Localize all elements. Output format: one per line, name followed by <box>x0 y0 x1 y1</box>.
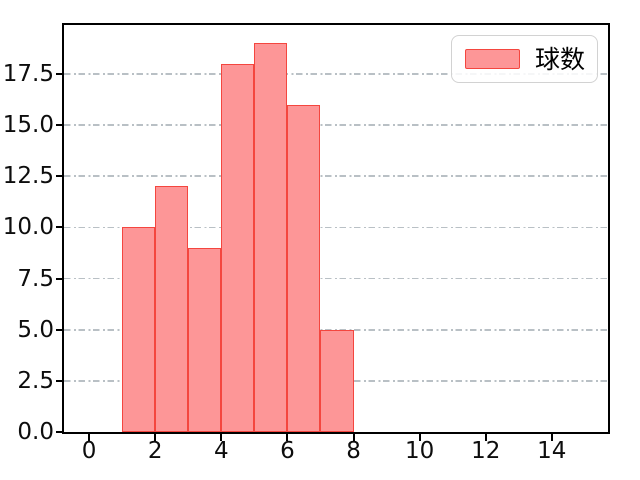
x-tick <box>352 434 355 441</box>
x-tick-label: 8 <box>346 438 361 464</box>
x-tick <box>286 434 289 441</box>
gridline <box>64 277 608 280</box>
legend: 球数 <box>450 35 598 83</box>
x-tick <box>88 434 91 441</box>
x-tick-label: 6 <box>280 438 295 464</box>
histogram-bar <box>155 186 189 432</box>
histogram-bar <box>320 329 354 432</box>
x-tick-label: 10 <box>404 438 435 464</box>
y-tick <box>56 328 62 331</box>
y-tick-label: 5.0 <box>17 316 54 343</box>
x-tick-label: 2 <box>147 438 163 464</box>
y-tick <box>56 124 62 127</box>
legend-label: 球数 <box>534 44 585 74</box>
x-tick <box>220 434 223 441</box>
plot-area: 球数 <box>62 23 610 434</box>
histogram-bar <box>254 43 288 432</box>
x-tick <box>484 434 487 441</box>
x-tick-label: 12 <box>471 438 501 464</box>
y-tick <box>56 72 62 75</box>
y-tick-label: 10.0 <box>2 214 54 241</box>
x-tick-label: 0 <box>81 438 97 464</box>
histogram-bar <box>287 104 321 432</box>
y-tick-label: 0.0 <box>17 419 54 445</box>
histogram-bar <box>221 63 255 432</box>
y-tick-label: 2.5 <box>17 367 54 394</box>
histogram-bar <box>188 247 222 432</box>
y-tick-label: 12.5 <box>2 163 54 190</box>
y-tick <box>56 175 62 178</box>
y-tick <box>56 226 62 229</box>
y-tick-label: 15.0 <box>2 112 54 139</box>
y-tick-label: 17.5 <box>2 60 54 87</box>
y-tick <box>56 277 62 280</box>
histogram-bar <box>122 227 156 432</box>
bars-layer <box>64 25 608 432</box>
legend-swatch <box>464 49 520 69</box>
x-tick <box>154 434 157 441</box>
y-tick <box>56 379 62 382</box>
y-tick-label: 7.5 <box>17 265 54 292</box>
x-tick <box>418 434 421 441</box>
gridline <box>64 226 608 229</box>
y-tick <box>56 431 62 433</box>
x-tick <box>550 434 553 441</box>
gridline <box>64 124 608 126</box>
x-tick-label: 4 <box>213 438 229 464</box>
x-tick-label: 14 <box>537 438 567 464</box>
gridline <box>64 73 608 75</box>
gridline <box>64 175 608 178</box>
